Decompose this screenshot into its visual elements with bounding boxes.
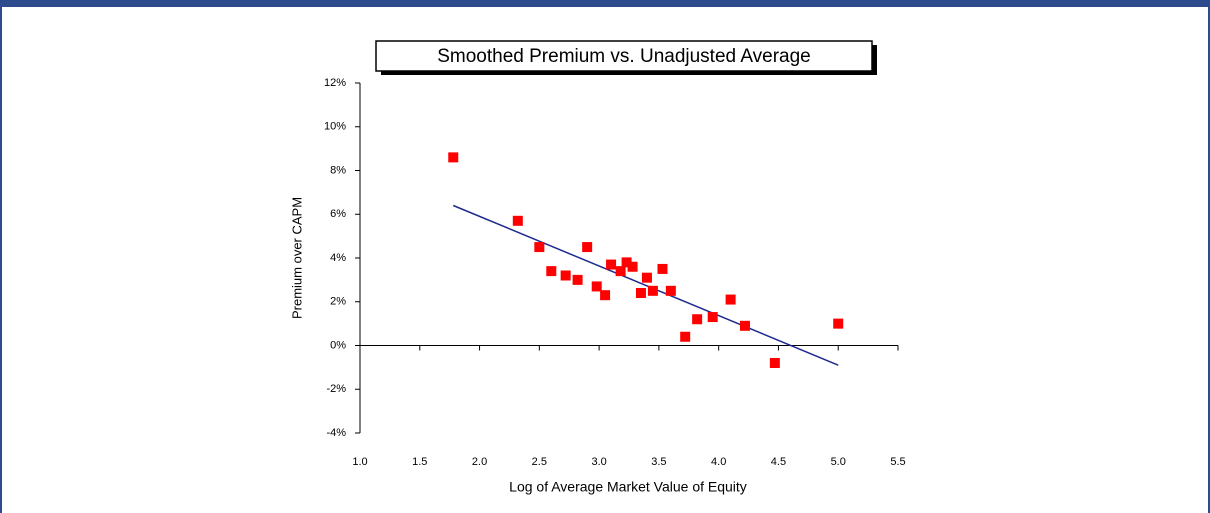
point — [534, 242, 545, 253]
x-tick-label: 3.0 — [591, 456, 606, 468]
point — [739, 320, 750, 331]
point — [615, 266, 626, 277]
point — [606, 259, 617, 270]
x-tick-label: 1.5 — [412, 456, 427, 468]
point — [647, 285, 658, 296]
title-box — [375, 40, 873, 72]
chart-title: Smoothed Premium vs. Unadjusted Average — [437, 46, 811, 67]
point — [512, 215, 523, 226]
y-tick-label: 2% — [330, 296, 346, 308]
y-tick-label: 0% — [330, 339, 346, 351]
y-tick-label: 8% — [330, 164, 346, 176]
x-axis-label: Log of Average Market Value of Equity — [509, 479, 747, 495]
point — [627, 261, 638, 272]
y-tick-label: 12% — [324, 77, 346, 89]
point — [621, 257, 632, 268]
point — [582, 242, 593, 253]
x-tick-label: 1.0 — [352, 456, 367, 468]
x-tick-label: 4.5 — [771, 456, 786, 468]
point — [600, 290, 611, 301]
point — [641, 272, 652, 283]
point — [665, 285, 676, 296]
x-tick-label: 2.5 — [532, 456, 547, 468]
y-tick-label: 10% — [324, 121, 346, 133]
x-tick-label: 3.5 — [651, 456, 666, 468]
point — [448, 152, 459, 163]
point — [635, 288, 646, 298]
point — [769, 358, 780, 368]
x-tick-label: 2.0 — [472, 456, 487, 468]
y-tick-label: 6% — [330, 208, 346, 220]
point — [560, 270, 571, 281]
y-tick-label: -4% — [326, 427, 346, 439]
x-tick-label: 5.5 — [890, 456, 905, 468]
y-tick-label: 4% — [330, 252, 346, 264]
x-tick-label: 5.0 — [831, 456, 846, 468]
point — [680, 331, 691, 342]
point — [591, 281, 602, 292]
y-tick-label: -2% — [326, 383, 346, 395]
trend-line — [452, 204, 839, 366]
point — [572, 274, 583, 285]
y-axis-label: Premium over CAPM — [289, 197, 304, 319]
top-bar — [0, 0, 1210, 7]
point — [707, 312, 718, 323]
point — [692, 314, 703, 325]
point — [833, 318, 844, 329]
point — [657, 263, 668, 274]
point — [546, 266, 557, 277]
x-tick-label: 4.0 — [711, 456, 726, 468]
point — [725, 294, 736, 305]
